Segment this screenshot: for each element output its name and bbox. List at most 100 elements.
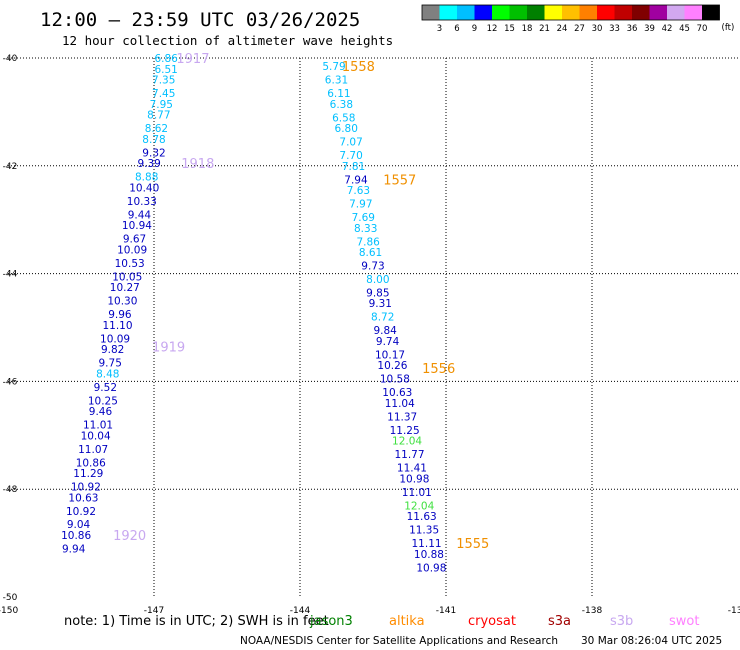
chart-subtitle: 12 hour collection of altimeter wave hei… bbox=[62, 33, 393, 48]
wave-height-label: 10.92 bbox=[66, 506, 96, 518]
legend-swatch bbox=[544, 5, 562, 20]
wave-height-label: 7.69 bbox=[352, 212, 375, 224]
wave-height-label: 9.74 bbox=[376, 336, 400, 348]
legend-label: 30 bbox=[592, 24, 603, 34]
satellite-label-cryosat: cryosat bbox=[468, 614, 516, 629]
wave-height-label: 10.98 bbox=[416, 562, 446, 574]
legend-swatch bbox=[457, 5, 475, 20]
wave-height-label: 10.05 bbox=[112, 271, 142, 283]
legend-label: 33 bbox=[609, 24, 620, 34]
wave-height-label: 8.33 bbox=[354, 223, 377, 235]
color-scale-legend: 3 6 9 12 15 18 21 24 27 30 33 36 39 42 45 70 bbox=[421, 4, 720, 34]
time-label: 1558 bbox=[342, 60, 375, 75]
wave-height-label: 10.09 bbox=[100, 333, 130, 345]
legend-swatch bbox=[597, 5, 615, 20]
legend-swatch bbox=[439, 5, 457, 20]
wave-height-label: 6.86 bbox=[154, 53, 178, 65]
legend-label: 18 bbox=[522, 24, 533, 34]
wave-height-label: 11.41 bbox=[397, 463, 427, 475]
legend-swatch bbox=[614, 5, 632, 20]
footer-timestamp: 30 Mar 08:26:04 UTC 2025 bbox=[581, 635, 722, 647]
wave-height-label: 9.85 bbox=[366, 287, 389, 299]
wave-height-label: 5.79 bbox=[322, 61, 345, 73]
wave-height-label: 11.04 bbox=[385, 398, 415, 410]
x-tick-label: -135 bbox=[728, 606, 740, 616]
x-tick-label: -150 bbox=[0, 606, 18, 616]
wave-height-label: 9.46 bbox=[89, 406, 113, 418]
legend-frame bbox=[421, 4, 720, 21]
track-1: 6.866.517.357.457.958.778.628.789.329.39… bbox=[61, 52, 214, 555]
legend-label: 21 bbox=[539, 24, 550, 34]
legend-swatch bbox=[632, 5, 650, 20]
wave-height-label: 6.51 bbox=[154, 64, 177, 76]
satellite-legend: jason3 altika cryosat s3a s3b swot bbox=[309, 614, 699, 629]
wave-height-label: 9.96 bbox=[108, 309, 132, 321]
wave-height-label: 10.25 bbox=[88, 395, 118, 407]
wave-height-label: 7.86 bbox=[356, 236, 380, 248]
legend-label: 27 bbox=[574, 24, 585, 34]
y-tick-label: -42 bbox=[3, 162, 18, 172]
wave-height-label: 9.73 bbox=[361, 261, 384, 273]
wave-height-label: 11.01 bbox=[402, 487, 432, 499]
y-tick-label: -44 bbox=[3, 270, 18, 280]
legend-label: 42 bbox=[662, 24, 673, 34]
wave-height-label: 9.67 bbox=[123, 234, 146, 246]
legend-label: 6 bbox=[454, 24, 459, 34]
time-label: 1919 bbox=[152, 340, 185, 355]
wave-height-label: 7.63 bbox=[347, 185, 370, 197]
data-marks: 6.866.517.357.457.958.778.628.789.329.39… bbox=[61, 52, 489, 574]
legend-label: 36 bbox=[627, 24, 638, 34]
y-tick-label: -40 bbox=[3, 54, 18, 64]
legend-swatch bbox=[562, 5, 580, 20]
wave-height-label: 9.04 bbox=[67, 519, 91, 531]
legend-swatch bbox=[474, 5, 492, 20]
wave-height-label: 10.40 bbox=[129, 182, 159, 194]
wave-height-label: 7.45 bbox=[152, 88, 175, 100]
wave-height-label: 11.37 bbox=[387, 411, 417, 423]
y-tick-label: -48 bbox=[3, 485, 18, 495]
wave-height-label: 10.17 bbox=[375, 349, 405, 361]
wave-height-label: 7.81 bbox=[342, 161, 365, 173]
wave-height-label: 10.63 bbox=[382, 387, 412, 399]
wave-height-label: 10.27 bbox=[110, 282, 140, 294]
x-tick-label: -141 bbox=[436, 606, 456, 616]
wave-height-label: 11.25 bbox=[390, 425, 420, 437]
legend-label: 39 bbox=[644, 24, 655, 34]
wave-height-label: 7.95 bbox=[150, 99, 173, 111]
wave-height-label: 10.88 bbox=[414, 549, 444, 561]
wave-height-label: 10.58 bbox=[380, 374, 410, 386]
wave-height-label: 10.86 bbox=[61, 530, 91, 542]
y-tick-label: -46 bbox=[3, 377, 18, 387]
wave-height-label: 8.88 bbox=[135, 172, 158, 184]
wave-height-label: 10.92 bbox=[71, 482, 101, 494]
wave-height-label: 8.48 bbox=[96, 368, 119, 380]
legend-swatch bbox=[649, 5, 667, 20]
wave-height-label: 10.63 bbox=[68, 492, 98, 504]
legend-label: 12 bbox=[487, 24, 498, 34]
wave-height-label: 7.70 bbox=[339, 150, 362, 162]
satellite-label-s3a: s3a bbox=[548, 614, 571, 629]
wave-height-label: 11.63 bbox=[407, 511, 437, 523]
chart-title: 12:00 — 23:59 UTC 03/26/2025 bbox=[40, 9, 360, 31]
time-label: 1555 bbox=[456, 537, 489, 552]
wave-height-label: 10.30 bbox=[107, 296, 137, 308]
x-tick-label: -138 bbox=[582, 606, 603, 616]
wave-height-label: 9.39 bbox=[137, 158, 160, 170]
track-2: 5.79 6.316.116.386.586.80 7.077.707.817.94… bbox=[322, 60, 489, 574]
x-tick-label: -147 bbox=[144, 606, 164, 616]
wave-height-label: 6.11 bbox=[327, 88, 350, 100]
legend-swatch bbox=[492, 5, 510, 20]
wave-height-label: 8.62 bbox=[145, 123, 168, 135]
wave-height-label: 12.04 bbox=[404, 500, 434, 512]
time-label: 1918 bbox=[181, 157, 214, 172]
y-tick-label: -50 bbox=[3, 593, 18, 603]
wave-height-label: 12.04 bbox=[392, 436, 422, 448]
time-label: 1920 bbox=[113, 529, 146, 544]
wave-height-label: 10.98 bbox=[399, 473, 429, 485]
legend-unit: (ft) bbox=[722, 23, 735, 33]
wave-height-label: 6.58 bbox=[332, 112, 355, 124]
wave-height-label: 9.82 bbox=[101, 344, 124, 356]
wave-height-label: 11.35 bbox=[409, 525, 439, 537]
wave-height-label: 7.35 bbox=[152, 75, 175, 87]
